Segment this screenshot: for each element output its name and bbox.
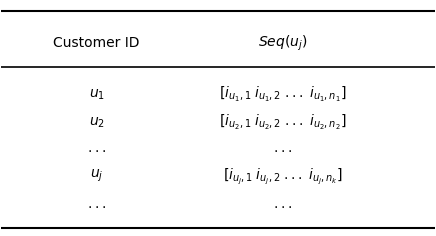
Text: $u_j$: $u_j$ — [90, 168, 103, 185]
Text: $u_2$: $u_2$ — [89, 115, 105, 130]
Text: $...$: $...$ — [87, 197, 106, 211]
Text: $...$: $...$ — [87, 141, 106, 155]
Text: $[i_{u_j,1}\; i_{u_j,2}\;...\; i_{u_j,n_k}]$: $[i_{u_j,1}\; i_{u_j,2}\;...\; i_{u_j,n_… — [223, 167, 343, 186]
Text: $Seq(u_j)$: $Seq(u_j)$ — [258, 34, 308, 53]
Text: Customer ID: Customer ID — [54, 36, 140, 50]
Text: $[i_{u_2,1}\; i_{u_2,2}\;...\; i_{u_2,n_2}]$: $[i_{u_2,1}\; i_{u_2,2}\;...\; i_{u_2,n_… — [219, 113, 347, 132]
Text: $...$: $...$ — [273, 141, 293, 155]
Text: $...$: $...$ — [273, 197, 293, 211]
Text: $u_1$: $u_1$ — [89, 88, 105, 102]
Text: $[i_{u_1,1}\; i_{u_1,2}\;...\; i_{u_1,n_1}]$: $[i_{u_1,1}\; i_{u_1,2}\;...\; i_{u_1,n_… — [219, 85, 347, 104]
